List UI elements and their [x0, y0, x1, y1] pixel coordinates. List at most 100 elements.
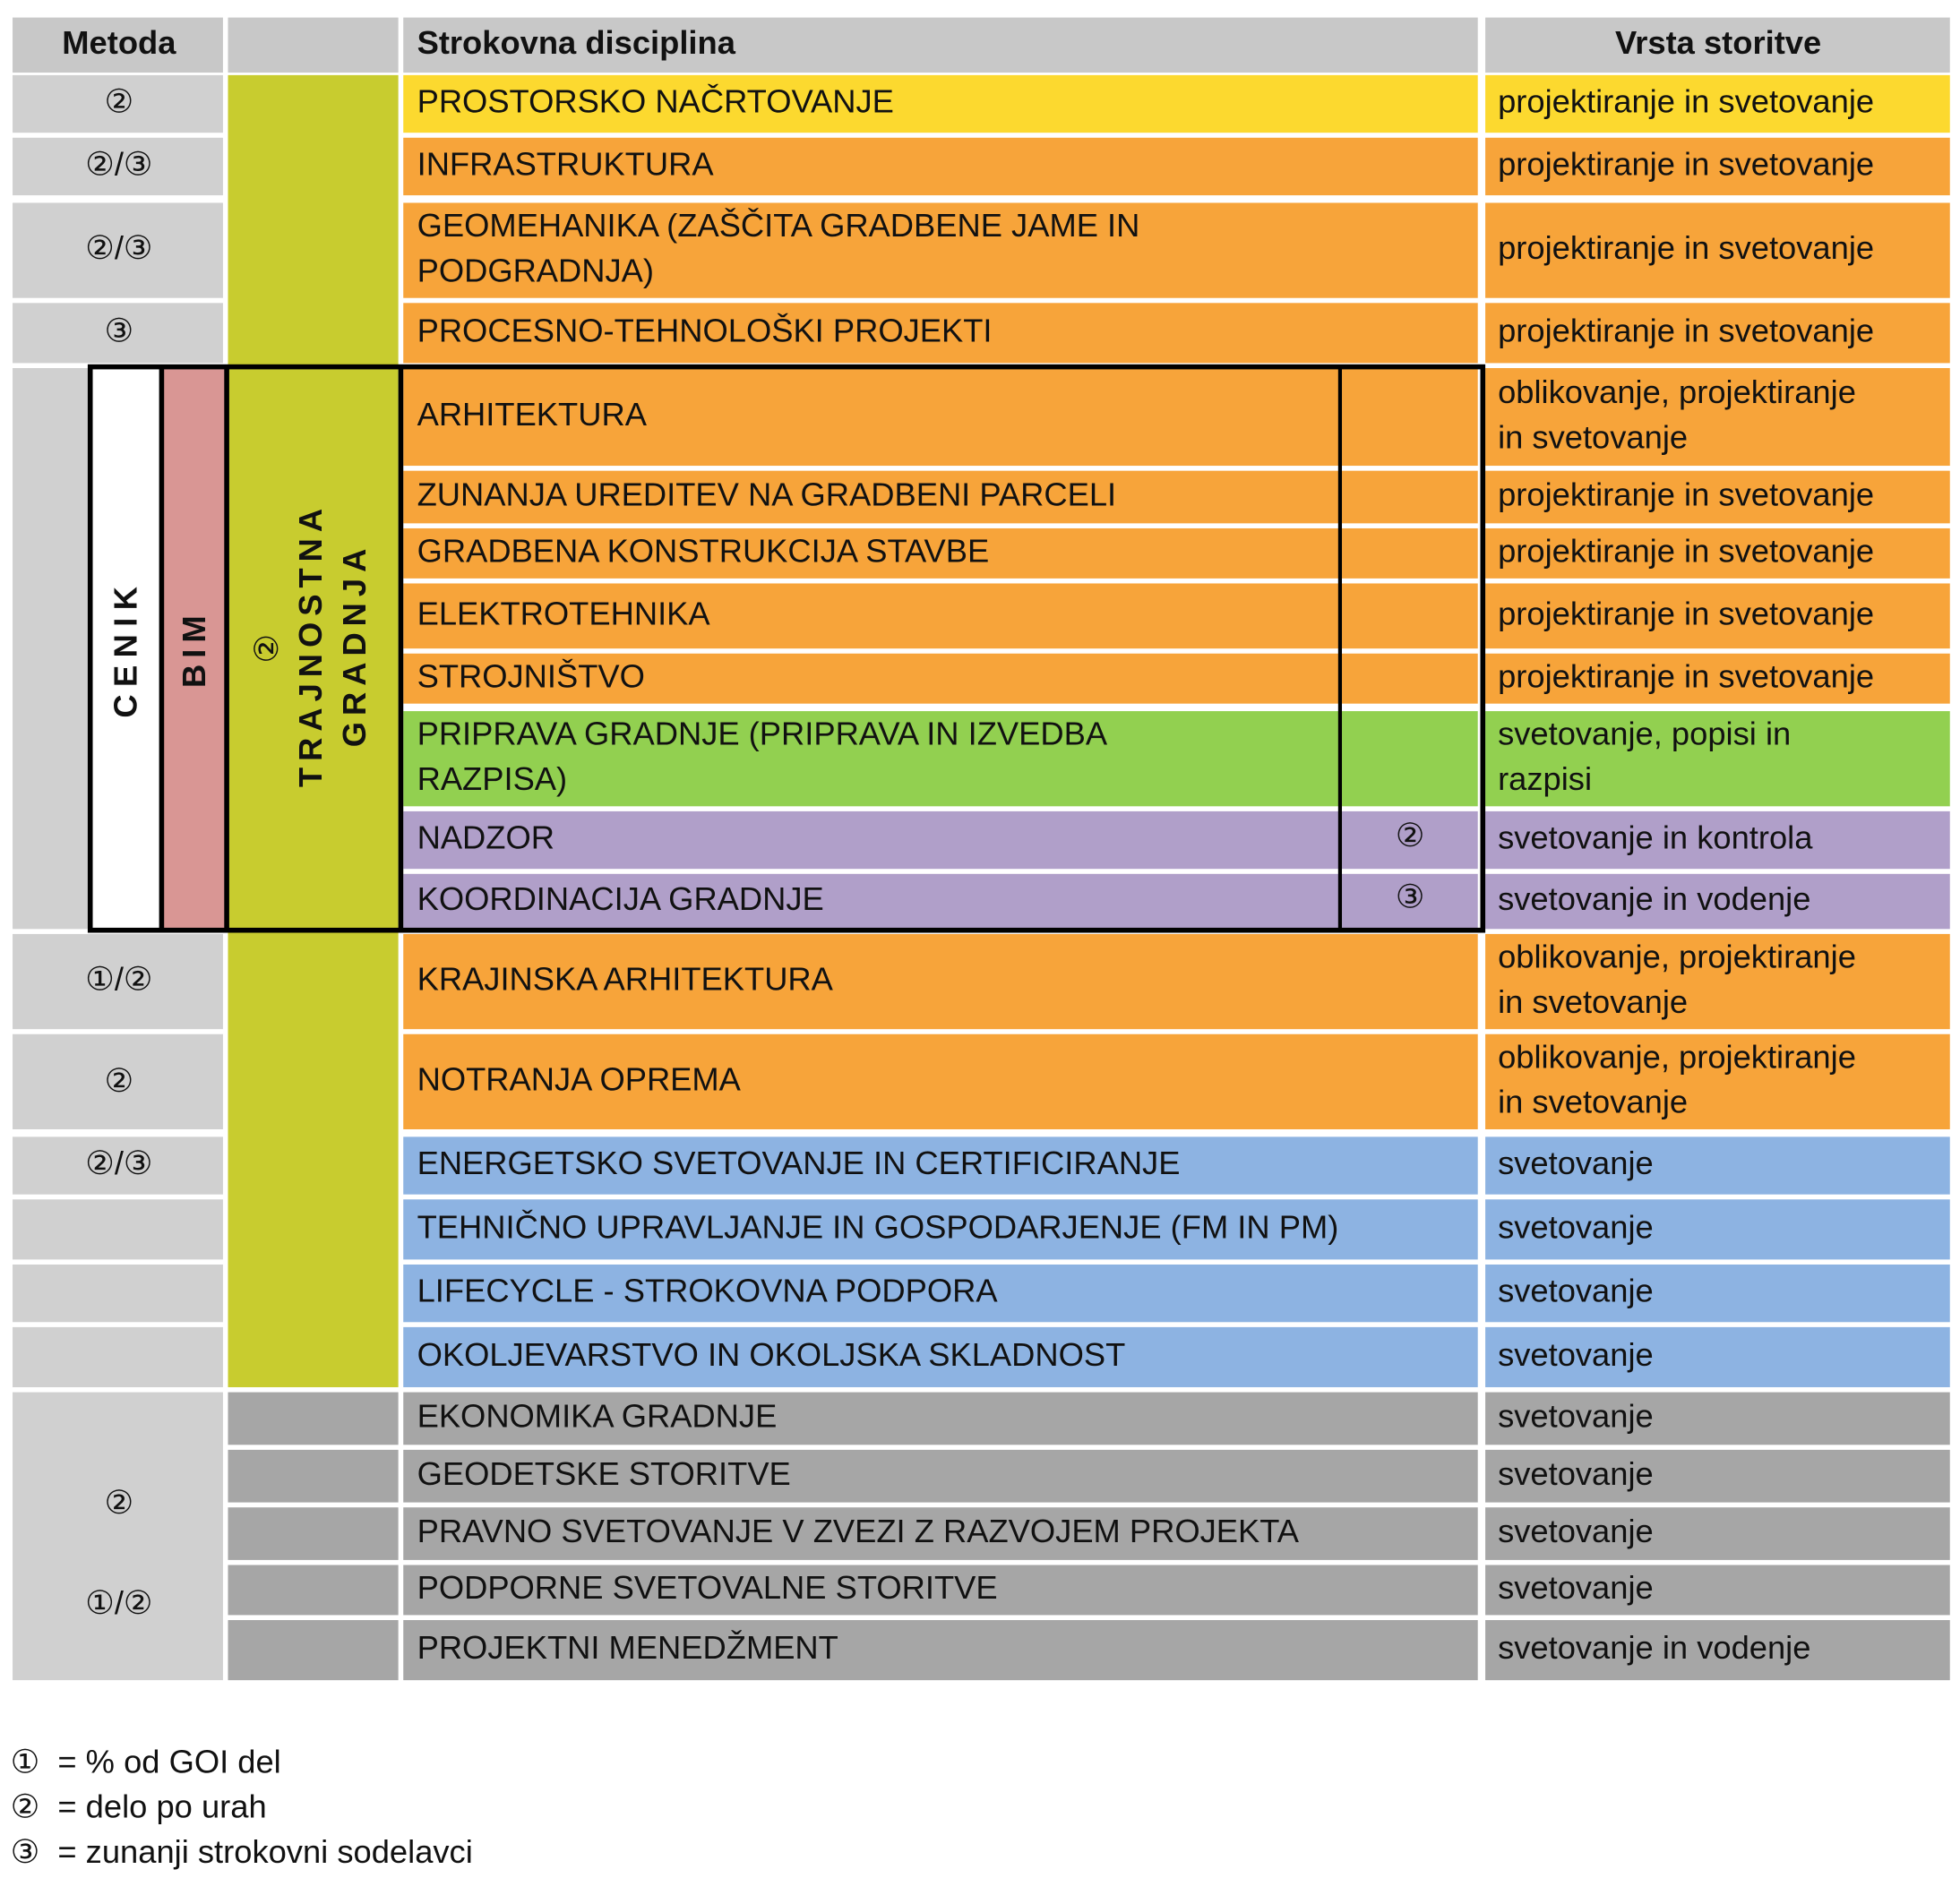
discipline-cell — [403, 1033, 1478, 1129]
discipline-cell — [403, 711, 1478, 807]
service-cell — [1485, 873, 1950, 930]
header-method: Metoda — [62, 24, 176, 61]
service-cell — [1485, 74, 1950, 133]
discipline-text: ELEKTROTEHNIKA — [417, 595, 711, 631]
discipline-text: ARHITEKTURA — [417, 396, 648, 433]
discipline-cell — [403, 810, 1478, 870]
frame — [87, 364, 1486, 933]
discipline-cell — [403, 368, 1478, 467]
service-cell — [1485, 1565, 1950, 1616]
discipline-cell — [403, 470, 1478, 524]
row-marker: ② — [1396, 817, 1425, 853]
service-cell — [1485, 653, 1950, 704]
discipline-cell — [403, 137, 1478, 196]
service-text: svetovanje — [1498, 1273, 1654, 1309]
discipline-text: STROJNIŠTVO — [417, 657, 645, 694]
service-text: oblikovanje, projektiranje — [1498, 373, 1856, 410]
service-cell — [1485, 137, 1950, 196]
sustainable-label: TRAJNOSTNA — [292, 502, 329, 787]
method-label: ③ — [105, 312, 134, 348]
legend-text: = delo po urah — [57, 1788, 266, 1825]
service-cell — [1485, 1136, 1950, 1195]
legend-symbol: ③ — [11, 1833, 40, 1870]
service-text: projektiranje in svetovanje — [1498, 657, 1874, 694]
service-cell — [1485, 1326, 1950, 1387]
method-cell — [13, 1326, 223, 1387]
service-cell — [1485, 810, 1950, 870]
service-text: svetovanje — [1498, 1336, 1654, 1373]
discipline-cell — [403, 202, 1478, 298]
cenik-label: CENIK — [107, 579, 143, 718]
band-cell — [228, 1507, 399, 1560]
legend-text: = % od GOI del — [57, 1743, 280, 1779]
method-cell — [13, 1392, 223, 1681]
service-text: in svetovanje — [1498, 1084, 1688, 1120]
discipline-text: NADZOR — [417, 819, 554, 856]
service-text: svetovanje in vodenje — [1498, 1629, 1810, 1666]
service-cell — [1485, 202, 1950, 298]
discipline-text: KRAJINSKA ARHITEKTURA — [417, 961, 834, 998]
method-label: ② — [105, 1484, 134, 1521]
method-cell — [13, 303, 223, 364]
method-cell — [13, 1136, 223, 1195]
discipline-text: INFRASTRUKTURA — [417, 146, 715, 183]
service-cell — [1485, 1264, 1950, 1323]
service-cell — [1485, 1392, 1950, 1445]
method-cell — [13, 1264, 223, 1323]
band-cell — [228, 1449, 399, 1503]
method-label: ②/③ — [85, 229, 152, 266]
sustainable-label: GRADNJA — [336, 543, 373, 748]
method-cell — [13, 933, 223, 1030]
service-text: svetovanje — [1498, 1569, 1654, 1606]
service-text: projektiranje in svetovanje — [1498, 595, 1874, 631]
row-marker: ③ — [1396, 878, 1425, 914]
cenik-band — [90, 366, 161, 930]
legend-text: = zunanji strokovni sodelavci — [57, 1833, 472, 1870]
discipline-text: ZUNANJA UREDITEV NA GRADBENI PARCELI — [417, 476, 1117, 513]
header-service: Vrsta storitve — [1615, 24, 1821, 61]
service-cell — [1485, 1199, 1950, 1260]
bim-band — [162, 366, 226, 930]
method-cell — [13, 74, 223, 133]
discipline-text: KOORDINACIJA GRADNJE — [417, 880, 824, 917]
bim-label: BIM — [176, 609, 212, 688]
service-text: svetovanje — [1498, 1398, 1654, 1435]
service-text: svetovanje in vodenje — [1498, 880, 1810, 917]
service-cell — [1485, 1507, 1950, 1560]
discipline-text: LIFECYCLE - STROKOVNA PODPORA — [417, 1273, 999, 1309]
service-cell — [1485, 527, 1950, 579]
discipline-cell — [403, 1392, 1478, 1445]
sustainable-band — [228, 74, 399, 1387]
discipline-cell — [403, 303, 1478, 364]
method-cell — [13, 137, 223, 196]
discipline-cell — [403, 1199, 1478, 1260]
method-label: ② — [105, 83, 134, 120]
legend-symbol: ① — [11, 1743, 40, 1779]
service-text: projektiranje in svetovanje — [1498, 312, 1874, 348]
discipline-text: PODPORNE SVETOVALNE STORITVE — [417, 1569, 998, 1606]
method-label: ①/② — [85, 1584, 152, 1621]
service-text: oblikovanje, projektiranje — [1498, 1038, 1856, 1075]
header-discipline: Strokovna disciplina — [417, 24, 736, 61]
service-text: projektiranje in svetovanje — [1498, 476, 1874, 513]
discipline-cell — [403, 933, 1478, 1030]
service-cell — [1485, 583, 1950, 649]
service-text: svetovanje — [1498, 1513, 1654, 1549]
service-text: svetovanje, popisi in — [1498, 716, 1791, 752]
discipline-cell — [403, 1507, 1478, 1560]
method-label: ② — [105, 1062, 134, 1099]
discipline-cell — [403, 1264, 1478, 1323]
legend-symbol: ② — [11, 1788, 40, 1825]
service-cell — [1485, 933, 1950, 1030]
discipline-text: PRAVNO SVETOVANJE V ZVEZI Z RAZVOJEM PRO… — [417, 1513, 1300, 1549]
discipline-cell — [403, 1326, 1478, 1387]
service-cell — [1485, 1033, 1950, 1129]
method-label: ①/② — [85, 961, 152, 998]
header-cell — [228, 17, 399, 73]
header-cell — [1485, 17, 1950, 73]
service-text: projektiranje in svetovanje — [1498, 146, 1874, 183]
discipline-text: EKONOMIKA GRADNJE — [417, 1398, 778, 1435]
service-text: svetovanje — [1498, 1455, 1654, 1492]
service-text: razpisi — [1498, 760, 1592, 797]
